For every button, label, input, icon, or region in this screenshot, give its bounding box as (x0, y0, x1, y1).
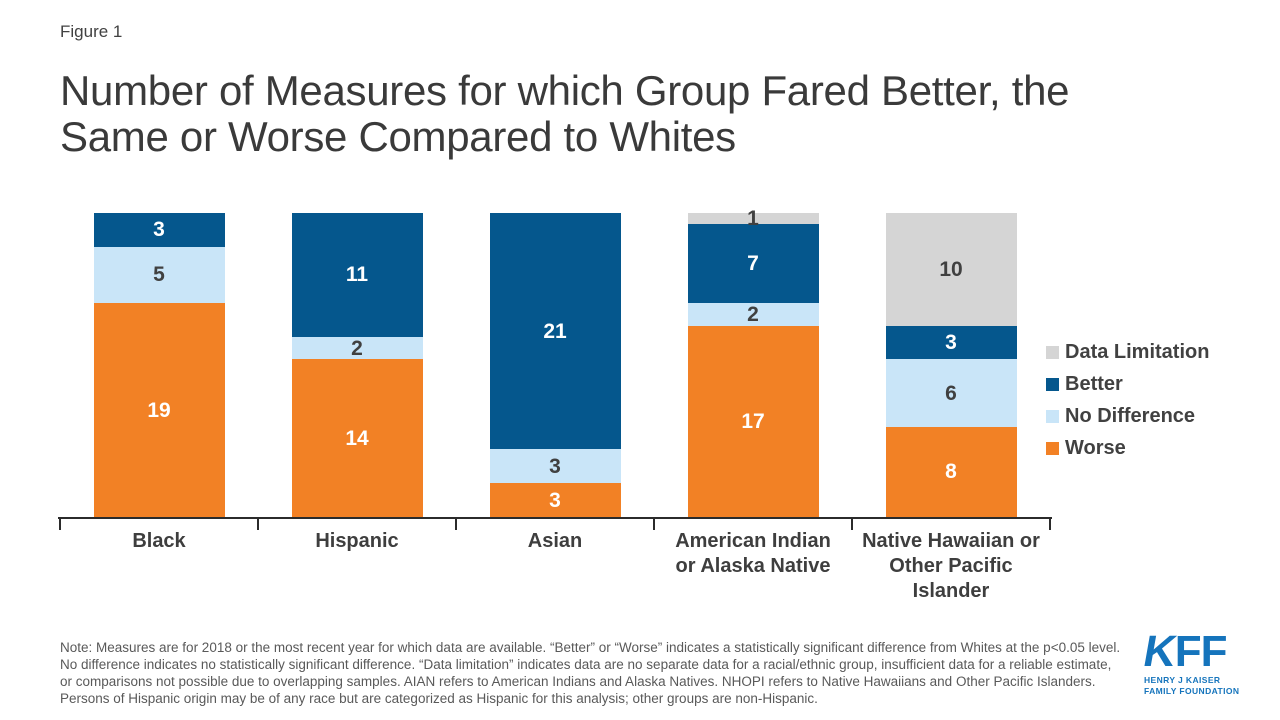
legend-swatch (1046, 345, 1059, 359)
bar-segment-better: 7 (687, 224, 819, 304)
legend-item-worse: Worse (1046, 437, 1209, 459)
category-label: Hispanic (315, 530, 399, 552)
bar-segment-data-limitation: 10 (885, 213, 1017, 326)
bar-value-label: 10 (939, 257, 963, 281)
bar-value-label: 7 (747, 252, 759, 276)
bar-value-label: 3 (945, 330, 957, 354)
bar-segment-worse: 3 (489, 483, 621, 517)
category-label: American Indian or Alaska Native (675, 530, 831, 577)
bar-segment-no-difference: 5 (93, 246, 225, 304)
x-axis-line (58, 517, 1052, 519)
category-label: Native Hawaiian or Other Pacific Islander (862, 530, 1040, 602)
x-axis-tick (1049, 517, 1051, 530)
bar-segment-better: 11 (291, 213, 423, 337)
bar-segment-worse: 8 (885, 426, 1017, 517)
bar-value-label: 3 (153, 218, 165, 242)
bar-value-label: 2 (747, 302, 759, 326)
figure-label: Figure 1 (60, 22, 123, 41)
bar-segment-worse: 17 (687, 325, 819, 517)
legend-label: Better (1065, 372, 1123, 395)
bar-segment-worse: 14 (291, 359, 423, 517)
x-axis-tick (653, 517, 655, 530)
chart-legend: Data Limitation Better No Difference Worse (1046, 341, 1209, 469)
bar-value-label: 14 (345, 426, 369, 450)
bar-segment-better: 21 (489, 213, 621, 450)
kff-logo-ff: FF (1174, 627, 1228, 676)
legend-item-better: Better (1046, 373, 1209, 395)
chart-title: Number of Measures for which Group Fared… (60, 67, 1070, 160)
bar-segment-no-difference: 2 (687, 302, 819, 326)
bar-value-label: 5 (153, 263, 165, 287)
legend-label: No Difference (1065, 404, 1196, 427)
bar-segment-no-difference: 2 (291, 336, 423, 360)
legend-item-no-difference: No Difference (1046, 405, 1209, 427)
bar-value-label: 2 (351, 336, 363, 360)
legend-swatch (1046, 441, 1059, 455)
kff-logo: KFF HENRY J KAISER FAMILY FOUNDATION (1139, 627, 1239, 697)
legend-label: Worse (1065, 436, 1126, 459)
kff-logo-text: KFF (1139, 627, 1239, 676)
bar-segment-worse: 19 (93, 303, 225, 517)
kff-logo-k: K (1139, 627, 1180, 676)
legend-label: Data Limitation (1065, 340, 1210, 363)
bar-segment-better: 3 (93, 213, 225, 247)
bar-value-label: 1 (747, 207, 759, 231)
bar-segment-no-difference: 6 (885, 359, 1017, 427)
x-axis-tick (455, 517, 457, 530)
x-axis-tick (851, 517, 853, 530)
bar-value-label: 17 (741, 409, 765, 433)
bar-value-label: 6 (945, 381, 957, 405)
bar-segment-no-difference: 3 (489, 449, 621, 484)
category-label: Asian (527, 530, 583, 552)
kff-logo-subtitle: HENRY J KAISER FAMILY FOUNDATION (1144, 675, 1239, 697)
x-axis-tick (257, 517, 259, 530)
kff-logo-subtitle-line2: FAMILY FOUNDATION (1144, 686, 1240, 696)
bar-value-label: 3 (549, 488, 561, 512)
source-note: Note: Measures are for 2018 or the most … (60, 640, 1121, 706)
bar-value-label: 11 (345, 263, 369, 287)
bar-value-label: 19 (147, 398, 171, 422)
kff-logo-subtitle-line1: HENRY J KAISER (1144, 675, 1221, 685)
bar-value-label: 21 (543, 319, 567, 343)
bar-value-label: 3 (549, 454, 561, 478)
bar-segment-better: 3 (885, 325, 1017, 360)
bar-segment-data-limitation: 1 (687, 208, 819, 229)
legend-item-data-limitation: Data Limitation (1046, 341, 1209, 363)
legend-swatch (1046, 377, 1059, 391)
x-axis-tick (59, 517, 61, 530)
legend-swatch (1046, 409, 1059, 423)
category-label: Black (132, 530, 186, 552)
bar-value-label: 8 (945, 460, 957, 484)
